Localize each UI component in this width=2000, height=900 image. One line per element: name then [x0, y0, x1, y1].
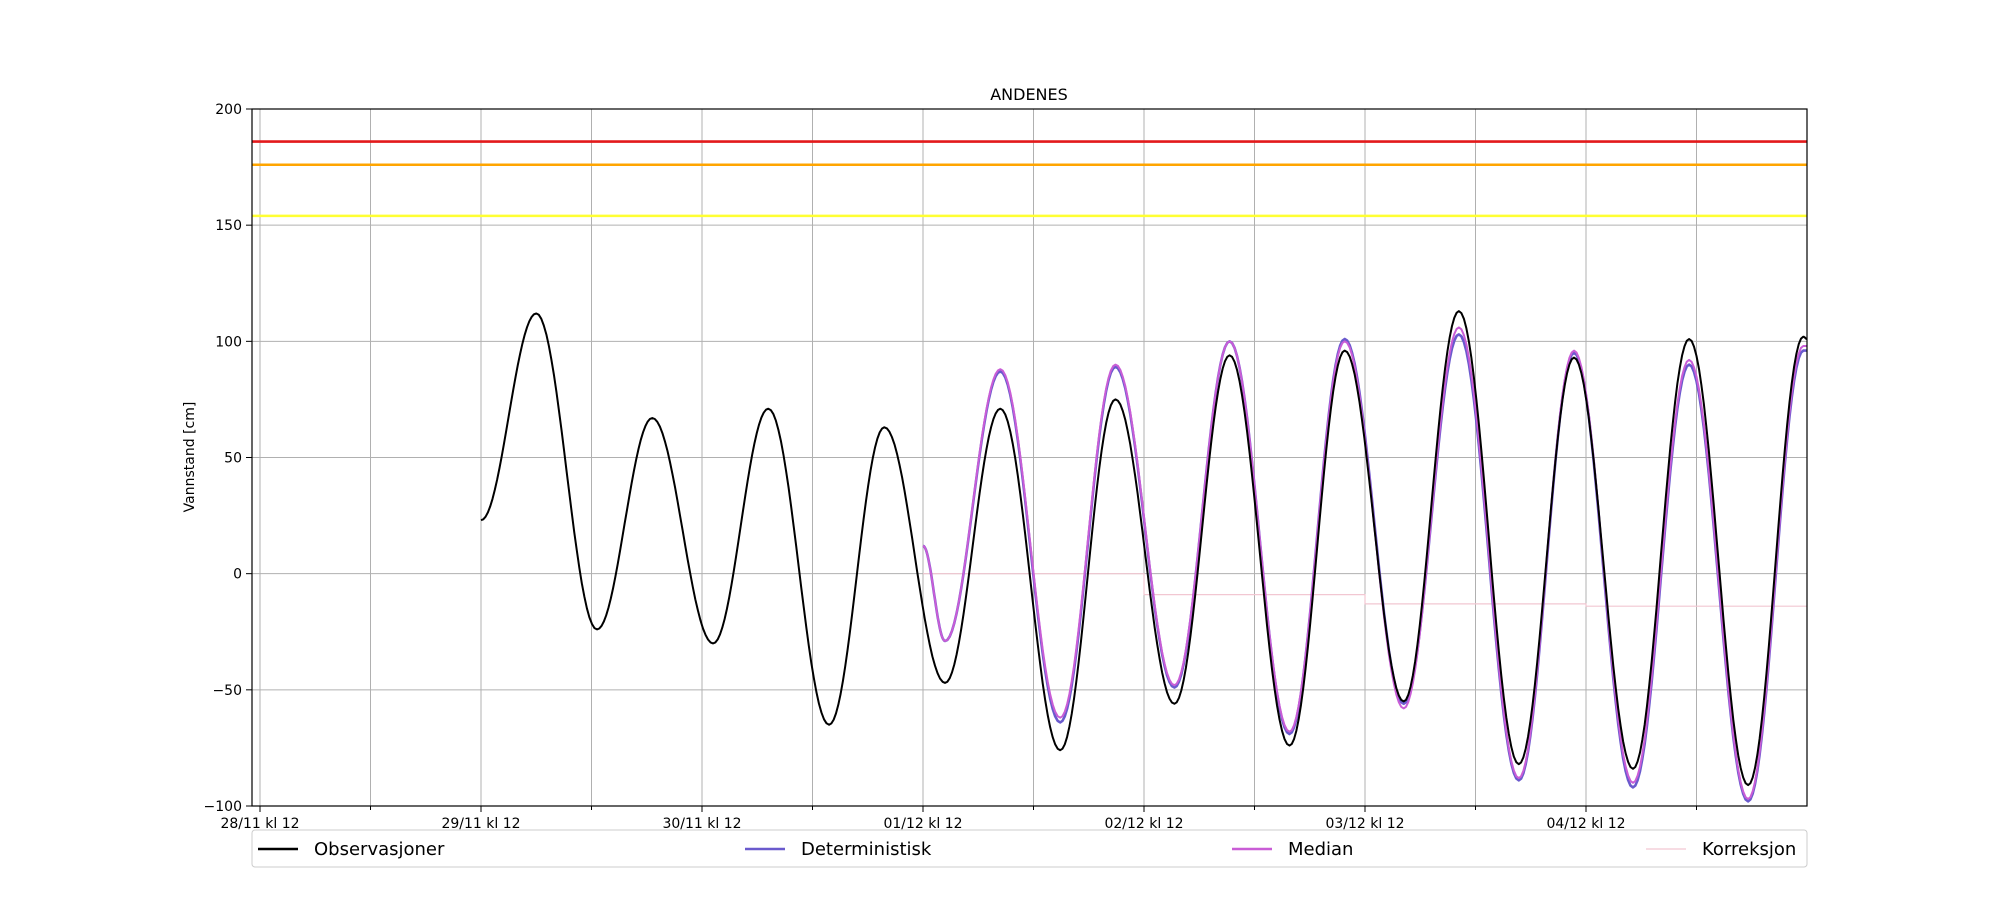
legend: Observasjoner Deterministisk Median Korreks… [251, 829, 1808, 868]
grid-lines [252, 108, 1807, 807]
y-axis-label: Vannstand [cm] [182, 402, 198, 513]
threshold-lines [252, 140, 1807, 218]
x-tick-label: 30/11 kl 12 [662, 816, 741, 832]
x-tick-label: 03/12 kl 12 [1325, 816, 1404, 832]
y-tick-label: 150 [215, 218, 242, 234]
x-tick-label: 28/11 kl 12 [220, 816, 299, 832]
legend-label-observasjoner: Observasjoner [314, 839, 445, 860]
x-tick-label: 02/12 kl 12 [1104, 816, 1183, 832]
y-tick-label: 50 [224, 451, 242, 467]
legend-label-deterministisk: Deterministisk [801, 839, 932, 860]
y-tick-label: −100 [204, 799, 242, 815]
chart-title: ANDENES [990, 85, 1068, 104]
x-tick-label: 01/12 kl 12 [883, 816, 962, 832]
series-line-observasjoner [480, 310, 1808, 787]
legend-label-median: Median [1288, 839, 1353, 860]
x-tick-label: 29/11 kl 12 [441, 816, 520, 832]
legend-label-korreksjon: Korreksjon [1702, 839, 1796, 860]
series-line-korreksjon [923, 573, 1807, 607]
axis-ticks: −100 −50 0 50 100 150 200 28/11 kl 12 29/11 kl 1… [204, 102, 1697, 832]
y-tick-label: 200 [215, 102, 242, 118]
y-tick-label: 100 [215, 334, 242, 350]
y-tick-label: −50 [212, 683, 242, 699]
legend-frame [251, 829, 1808, 868]
x-tick-label: 04/12 kl 12 [1546, 816, 1625, 832]
y-tick-label: 0 [233, 567, 242, 583]
series-lines [480, 310, 1809, 803]
